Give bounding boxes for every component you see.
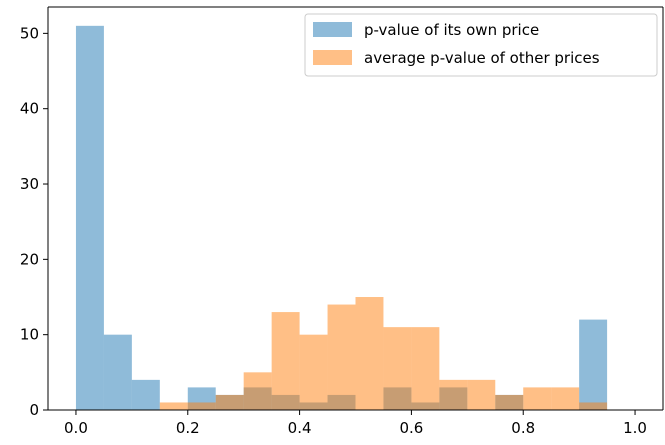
x-tick-label: 0.8: [511, 419, 535, 437]
bar-series-1-bin-12: [411, 327, 440, 410]
y-tick-label: 30: [20, 175, 39, 193]
bar-series-1-bin-8: [299, 334, 328, 410]
bar-series-1-bin-13: [439, 379, 468, 410]
bar-series-1-bin-9: [327, 304, 356, 410]
bar-series-0-bin-2: [131, 379, 160, 410]
bar-series-1-bin-11: [383, 327, 412, 410]
bar-series-1-bin-18: [579, 402, 608, 410]
legend-label-other-prices: average p-value of other prices: [364, 49, 600, 67]
bar-series-1-bin-4: [187, 402, 216, 410]
x-tick-label: 0.0: [64, 419, 88, 437]
bar-series-1-bin-17: [551, 387, 580, 410]
x-tick-label: 0.2: [176, 419, 200, 437]
legend-box: [304, 13, 658, 77]
y-tick-label: 10: [20, 326, 39, 344]
y-tick-label: 50: [20, 24, 39, 42]
legend: p-value of its own price average p-value…: [304, 13, 658, 77]
legend-swatch-other-prices: [313, 50, 352, 65]
bar-series-1-bin-10: [355, 297, 384, 410]
y-tick-label: 0: [29, 401, 39, 419]
axes-layer: [47, 6, 664, 411]
bar-series-1-bin-6: [243, 372, 272, 410]
bar-series-1-bin-7: [271, 312, 300, 410]
x-tick-label: 1.0: [623, 419, 647, 437]
x-tick-label: 0.6: [399, 419, 423, 437]
bar-series-1-bin-5: [215, 394, 244, 410]
legend-label-own-price: p-value of its own price: [364, 21, 539, 39]
bar-series-1-bin-14: [467, 379, 496, 410]
legend-swatch-own-price: [313, 22, 352, 37]
bar-series-1-bin-15: [495, 394, 524, 410]
y-ticks: 0 10 20 30 40 50: [20, 24, 48, 419]
bar-series-1-bin-16: [523, 387, 552, 410]
bar-series-1-bin-3: [159, 402, 188, 410]
x-tick-label: 0.4: [288, 419, 312, 437]
bar-series-0-bin-18: [579, 319, 608, 410]
bar-series-0-bin-1: [103, 334, 132, 410]
bars-layer: [75, 25, 608, 410]
bar-series-0-bin-0: [75, 25, 104, 410]
y-tick-label: 20: [20, 250, 39, 268]
y-tick-label: 40: [20, 100, 39, 118]
x-ticks: 0.0 0.2 0.4 0.6 0.8 1.0: [64, 410, 647, 437]
